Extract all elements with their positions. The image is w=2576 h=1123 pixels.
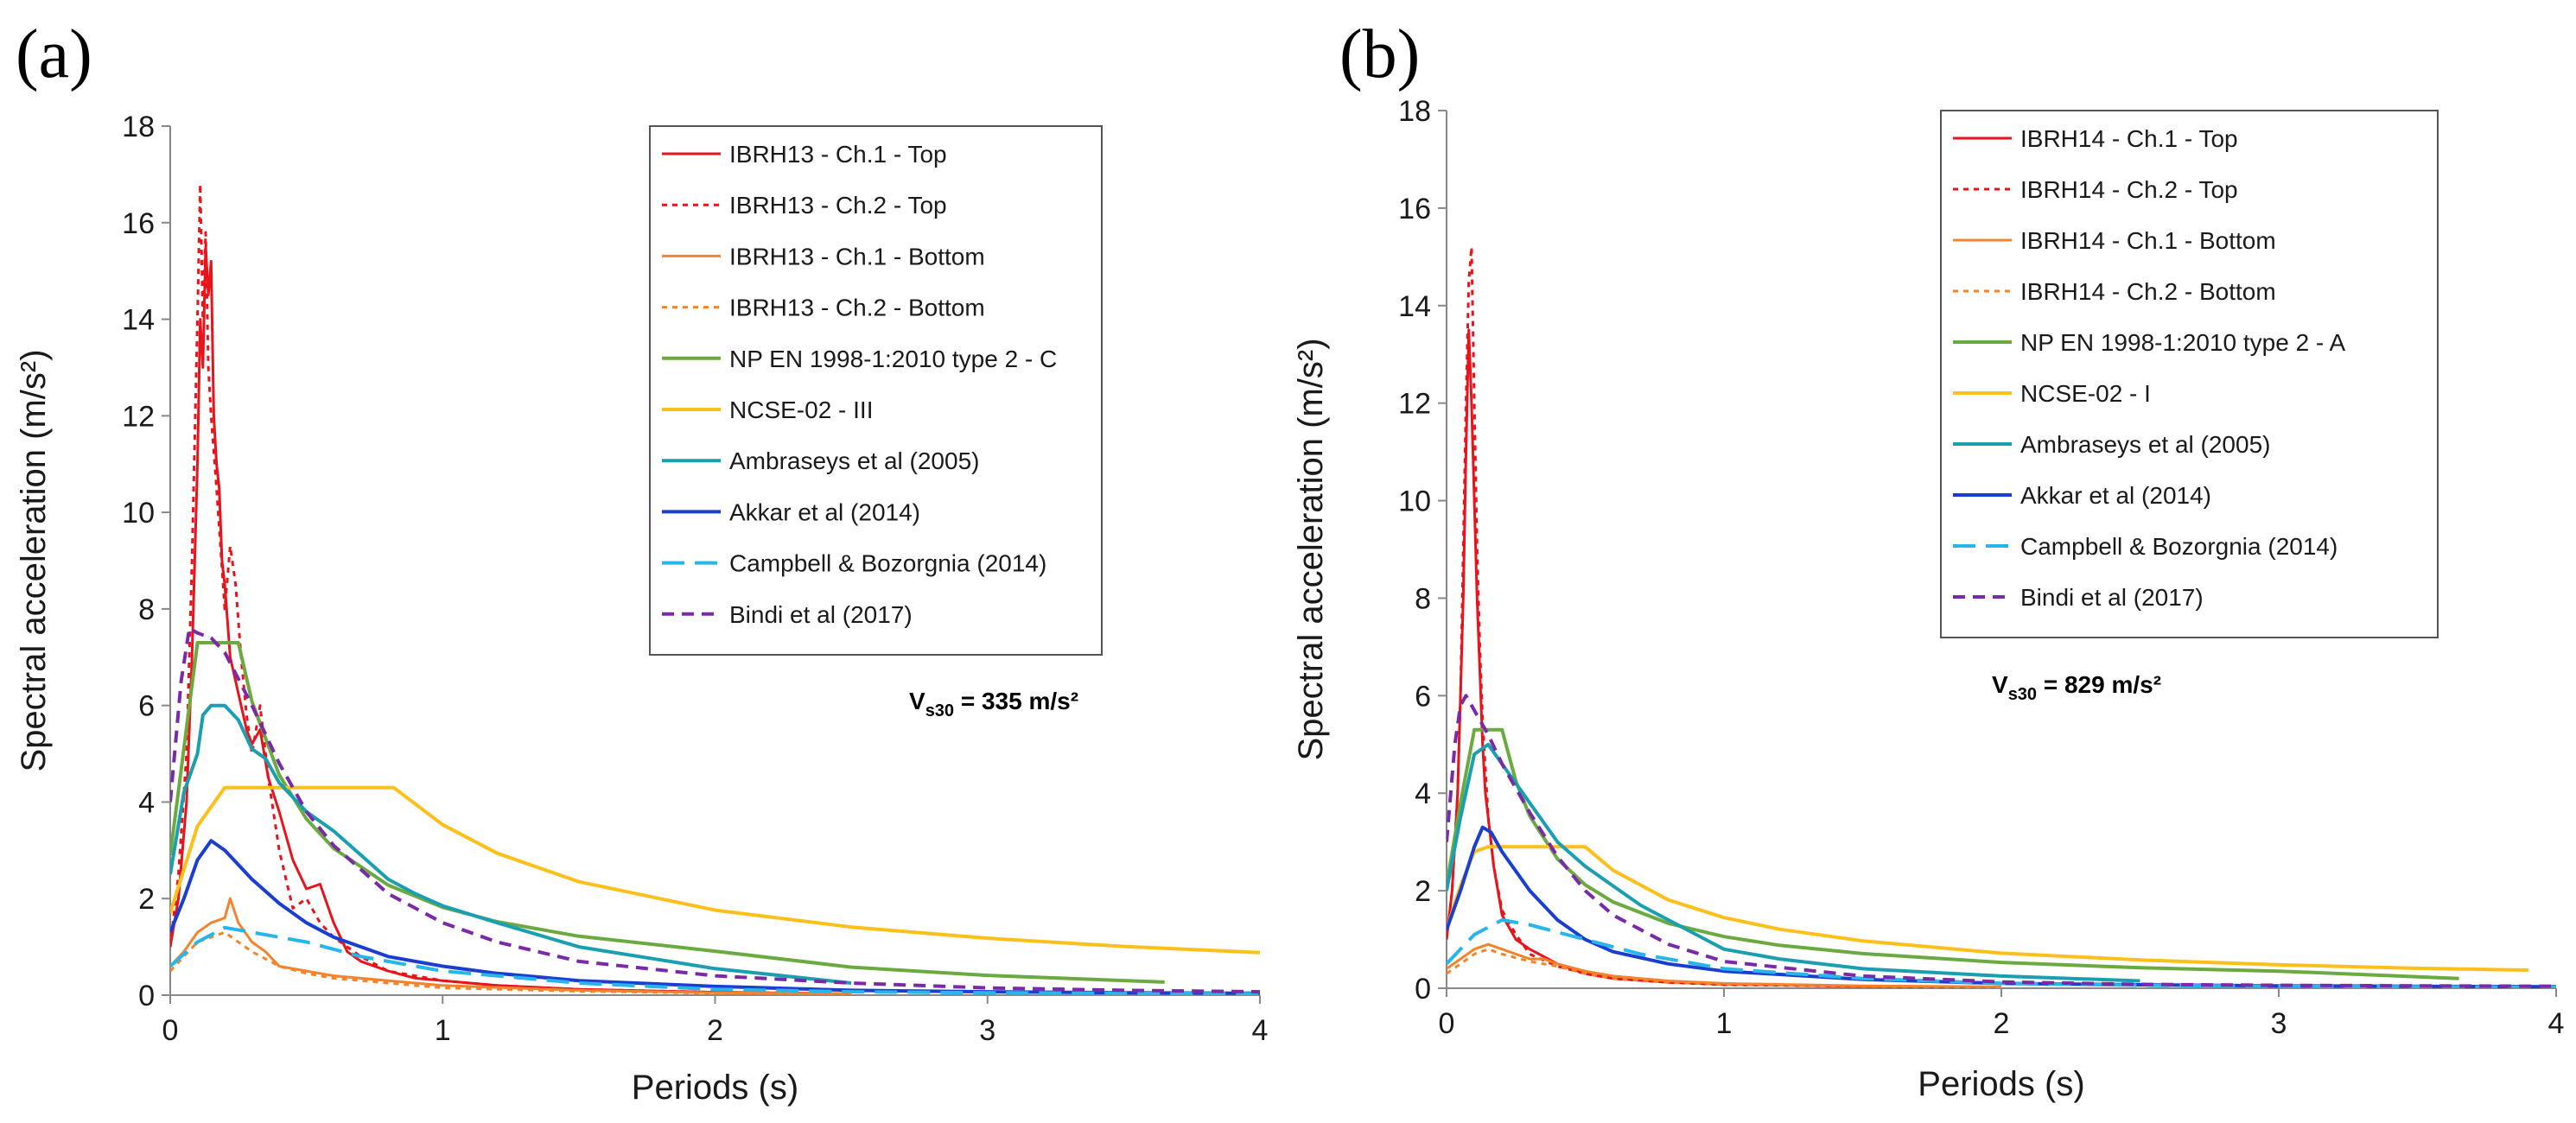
x-tick-label: 1: [1716, 1007, 1733, 1040]
legend-entry: IBRH14 - Ch.1 - Top: [2020, 125, 2238, 152]
vs30-annotation: Vs30 = 335 m/s²: [909, 688, 1078, 720]
legend-entry: Akkar et al (2014): [729, 498, 920, 525]
y-tick-label: 0: [1415, 973, 1431, 1006]
series-group: [1447, 245, 2557, 988]
legend-entry: IBRH13 - Ch.1 - Top: [729, 141, 947, 168]
legend-entry: Campbell & Bozorgnia (2014): [729, 550, 1046, 577]
y-tick-label: 6: [138, 690, 155, 723]
annotation-sub: s30: [2008, 685, 2037, 704]
legend-entry: NCSE-02 - I: [2020, 380, 2151, 407]
legend-entry: Akkar et al (2014): [2020, 482, 2211, 509]
series-line-1: [1447, 245, 2002, 988]
series-line-6: [1447, 742, 2140, 983]
legend-entry: IBRH14 - Ch.2 - Top: [2020, 176, 2238, 203]
y-tick-label: 4: [138, 786, 155, 819]
legend-entry: IBRH14 - Ch.1 - Bottom: [2020, 227, 2276, 254]
panel-label: (b): [1339, 16, 1421, 92]
x-tick-label: 3: [979, 1014, 995, 1047]
series-group: [170, 182, 1261, 995]
legend-box: [649, 125, 1103, 656]
series-line-4: [170, 641, 1165, 984]
x-tick-label: 1: [435, 1014, 451, 1047]
legend-entry: NP EN 1998-1:2010 type 2 - C: [729, 346, 1057, 372]
y-tick-label: 18: [1398, 95, 1431, 128]
legend: IBRH13 - Ch.1 - Top IBRH13 - Ch.2 - Top IB…: [649, 125, 1103, 656]
y-tick-label: 12: [1398, 388, 1431, 421]
y-tick-label: 2: [138, 883, 155, 916]
x-tick-label: 2: [707, 1014, 723, 1047]
annotation-rest: = 829 m/s²: [2037, 671, 2161, 698]
x-axis-title: Periods (s): [1918, 1065, 2084, 1103]
y-tick-label: 8: [138, 593, 155, 626]
legend-entry: NCSE-02 - III: [729, 397, 873, 423]
x-tick-label: 2: [1994, 1007, 2010, 1040]
series-line-5: [1447, 845, 2528, 973]
vs30-annotation: Vs30 = 829 m/s²: [1992, 671, 2161, 704]
legend-entry: Bindi et al (2017): [2020, 584, 2204, 611]
legend-entry: Bindi et al (2017): [729, 601, 913, 628]
annotation-main: V: [1992, 671, 2008, 698]
y-axis-title: Spectral acceleration (m/s²): [1292, 338, 1330, 760]
series-line-5: [170, 785, 1261, 955]
y-tick-label: 16: [122, 207, 155, 240]
y-tick-label: 0: [138, 980, 155, 1012]
legend: IBRH14 - Ch.1 - Top IBRH14 - Ch.2 - Top IB…: [1940, 110, 2439, 638]
legend-box: [1940, 110, 2439, 638]
series-line-2: [170, 897, 852, 995]
legend-entry: IBRH13 - Ch.2 - Bottom: [729, 295, 985, 321]
legend-entry: IBRH13 - Ch.2 - Top: [729, 192, 947, 219]
series-line-8: [1447, 918, 2557, 988]
legend-entry: NP EN 1998-1:2010 type 2 - A: [2020, 329, 2345, 356]
y-tick-label: 18: [122, 111, 155, 143]
y-tick-label: 14: [1398, 290, 1431, 323]
chart-panel-a: (a) 0 2 4 6 8 10 12 14 16 18 0 1 2 3 4 Periods (s) Spect…: [15, 16, 1268, 1107]
x-tick-label: 0: [162, 1014, 179, 1047]
annotation-sub: s30: [925, 701, 954, 720]
series-line-8: [170, 925, 1261, 995]
series-line-6: [170, 703, 852, 985]
y-tick-label: 8: [1415, 582, 1431, 615]
x-tick-label: 4: [1252, 1014, 1269, 1047]
legend-entry: IBRH14 - Ch.2 - Bottom: [2020, 278, 2276, 305]
legend-entry: Ambraseys et al (2005): [729, 447, 979, 474]
y-tick-label: 12: [122, 400, 155, 433]
y-tick-label: 4: [1415, 777, 1431, 810]
x-tick-label: 3: [2271, 1007, 2287, 1040]
series-line-9: [1447, 694, 2557, 988]
legend-entry: IBRH13 - Ch.1 - Bottom: [729, 243, 985, 270]
y-tick-label: 16: [1398, 193, 1431, 225]
series-line-9: [170, 626, 1261, 994]
y-tick-label: 14: [122, 304, 155, 337]
y-axis-title: Spectral acceleration (m/s²): [15, 349, 53, 771]
y-tick-label: 10: [1398, 485, 1431, 518]
y-tick-label: 6: [1415, 680, 1431, 713]
x-axis-title: Periods (s): [632, 1069, 798, 1107]
x-tick-label: 0: [1439, 1007, 1455, 1040]
chart-panel-b: (b) 0 2 4 6 8 10 12 14 16 18 0 1 2 3 4 Periods (s) Spect…: [1288, 0, 2575, 1123]
annotation-rest: = 335 m/s²: [954, 688, 1078, 714]
y-tick-label: 10: [122, 497, 155, 530]
panel-label: (a): [16, 16, 92, 92]
y-tick-label: 2: [1415, 875, 1431, 908]
series-line-3: [1447, 948, 2002, 988]
annotation-main: V: [909, 688, 925, 714]
legend-entry: Campbell & Bozorgnia (2014): [2020, 533, 2337, 560]
x-tick-label: 4: [2548, 1007, 2565, 1040]
series-line-7: [170, 839, 1261, 995]
legend-entry: Ambraseys et al (2005): [2020, 431, 2270, 458]
series-line-4: [1447, 727, 2459, 980]
